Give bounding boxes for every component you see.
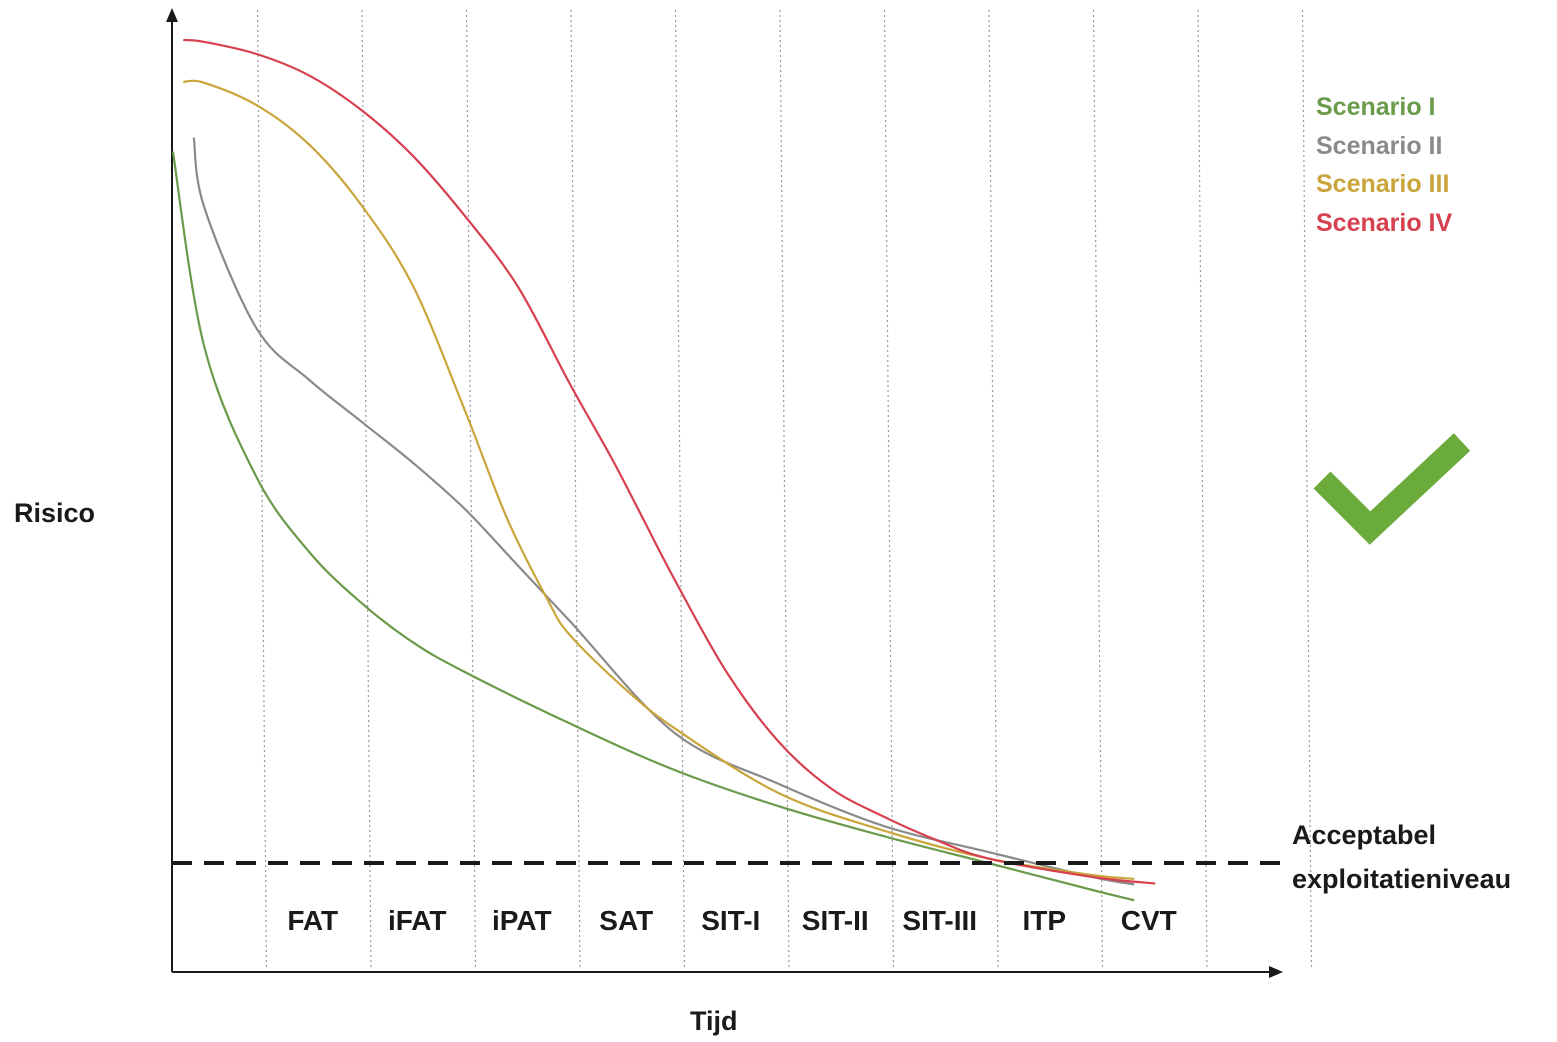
category-label: SIT-II: [802, 905, 869, 936]
checkmark-icon: [1313, 433, 1471, 545]
legend-item-scenario-2: Scenario II: [1316, 131, 1443, 160]
legend-item-scenario-3: Scenario III: [1316, 170, 1450, 198]
legend: Scenario I Scenario II Scenario III Scen…: [1316, 88, 1452, 242]
grid-line: [570, 9, 581, 971]
category-label: SIT-III: [902, 905, 977, 936]
category-label: ITP: [1022, 905, 1066, 936]
grid-line: [674, 9, 686, 971]
category-label: CVT: [1121, 905, 1177, 936]
grid-line: [883, 9, 895, 971]
category-label: FAT: [287, 905, 338, 936]
grid-line: [256, 9, 268, 971]
category-labels: FAT iFAT iPAT SAT SIT-I SIT-II SIT-III ITP CVT: [287, 905, 1176, 936]
y-axis-label: Risico: [14, 498, 96, 528]
grid-line: [779, 9, 790, 971]
series-line-scenario-3: [183, 79, 1135, 880]
category-label: SAT: [599, 905, 653, 936]
category-label: SIT-I: [701, 905, 760, 936]
x-axis-arrow: [1269, 966, 1283, 978]
grid-line: [1197, 9, 1208, 971]
legend-item-scenario-1: Scenario I: [1316, 93, 1436, 121]
legend-item-scenario-4: Scenario IV: [1316, 208, 1453, 237]
grid-line: [988, 9, 999, 971]
y-axis-arrow: [166, 8, 178, 22]
series-line-scenario-1: [171, 151, 1135, 902]
category-label: iFAT: [388, 905, 447, 936]
x-axis-label: Tijd: [690, 1006, 738, 1036]
series-line-scenario-2: [192, 137, 1135, 886]
grid-lines: [256, 9, 1313, 971]
grid-line: [465, 9, 477, 971]
series-lines: [171, 38, 1156, 902]
grid-line: [1092, 9, 1104, 971]
threshold-label-line1: Acceptabel: [1292, 820, 1437, 851]
grid-line: [361, 9, 372, 971]
axes: [166, 8, 1283, 978]
grid-line: [1301, 9, 1313, 971]
threshold-label-line2: exploitatieniveau: [1292, 864, 1512, 895]
series-line-scenario-4: [183, 38, 1156, 885]
category-label: iPAT: [492, 905, 552, 936]
